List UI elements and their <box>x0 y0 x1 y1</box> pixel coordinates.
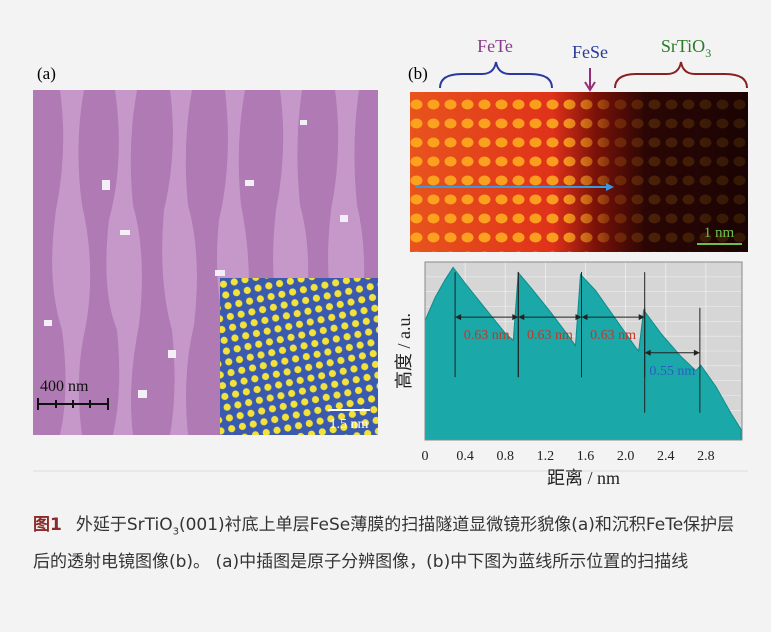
brace <box>440 62 552 88</box>
inset-image <box>220 278 378 435</box>
region-label: FeSe <box>572 42 608 62</box>
x-tick-label: 1.2 <box>537 449 555 464</box>
scale-label: 400 nm <box>40 378 89 395</box>
x-tick-label: 2.4 <box>657 449 675 464</box>
stm-image: 1.5 nm 400 nm <box>33 90 378 435</box>
caption-text: 外延于SrTiO <box>76 515 173 535</box>
x-tick-label: 0.8 <box>497 449 515 464</box>
inset-scale-label: 1.5 nm <box>330 417 369 432</box>
x-tick-label: 2.0 <box>617 449 635 464</box>
panel-label: (a) <box>37 64 56 83</box>
figure-page: (a) 1.5 nm 400 nm (b) 1 nm FeTeF <box>0 0 771 632</box>
feSe-arrow <box>585 68 595 90</box>
x-tick-label: 0 <box>422 449 429 464</box>
region-subscript: 3 <box>705 46 711 60</box>
region-name: SrTiO <box>661 36 705 56</box>
caption-label: 图1 <box>33 515 62 535</box>
x-tick-label: 1.6 <box>577 449 595 464</box>
annotation-label: 0.63 nm <box>527 328 573 343</box>
brace <box>615 62 747 88</box>
panel-label: (b) <box>408 64 428 83</box>
tem-image: 1 nm <box>410 92 748 252</box>
region-name: FeTe <box>477 36 513 56</box>
annotation-label: 0.63 nm <box>590 328 636 343</box>
region-name: FeSe <box>572 42 608 62</box>
y-axis-label: 高度 / a.u. <box>394 313 414 389</box>
region-label: FeTe <box>477 36 513 56</box>
annotation-label: 0.63 nm <box>464 328 510 343</box>
x-axis-label: 距离 / nm <box>547 468 620 488</box>
tem-scale-label: 1 nm <box>704 225 735 241</box>
x-tick-label: 0.4 <box>456 449 474 464</box>
annotation-label: 0.55 nm <box>649 364 695 379</box>
region-label: SrTiO3 <box>661 36 711 60</box>
x-tick-label: 2.8 <box>697 449 715 464</box>
